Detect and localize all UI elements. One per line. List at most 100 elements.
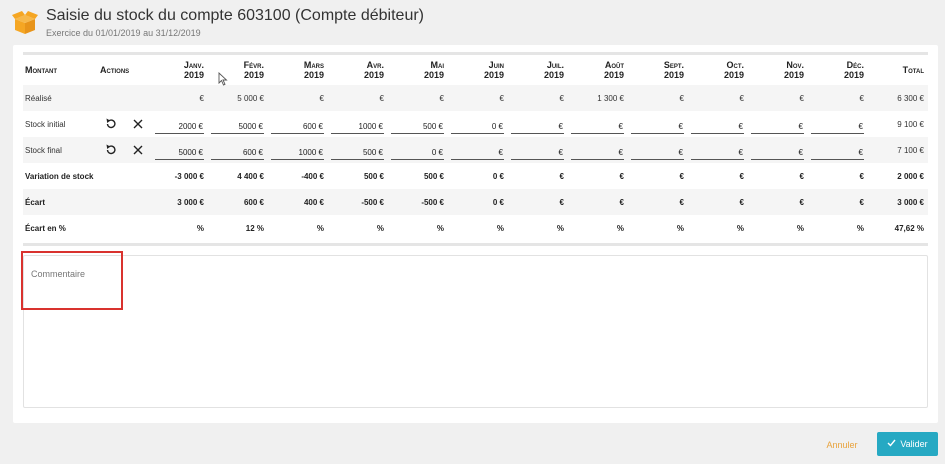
col-header-month: Avr. 2019 xyxy=(363,60,384,80)
stock-final-input[interactable] xyxy=(391,146,444,160)
validate-label: Valider xyxy=(900,439,928,449)
row-label: Variation de stock xyxy=(25,171,94,181)
value-cell: % xyxy=(856,223,864,233)
value-cell: 1 300 € xyxy=(568,85,628,111)
stock-initial-input[interactable] xyxy=(451,120,504,134)
input-cell xyxy=(268,137,328,163)
value-cell: 4 400 € xyxy=(237,171,264,181)
stock-initial-input[interactable] xyxy=(571,120,624,134)
stock-initial-input[interactable] xyxy=(155,120,204,134)
value-cell: € xyxy=(808,85,868,111)
col-header-month: Juin 2019 xyxy=(483,60,504,80)
value-cell: 600 € xyxy=(208,189,268,215)
stock-initial-input[interactable] xyxy=(631,120,684,134)
value-cell: € xyxy=(859,171,864,181)
value-cell: % xyxy=(796,223,804,233)
value-cell: % xyxy=(556,223,564,233)
input-cell xyxy=(152,137,208,163)
total-cell: 47,62 % xyxy=(894,223,924,233)
input-cell xyxy=(388,137,448,163)
stock-initial-input[interactable] xyxy=(691,120,744,134)
value-cell: % xyxy=(736,223,744,233)
stock-initial-input[interactable] xyxy=(391,120,444,134)
value-cell: € xyxy=(268,85,328,111)
total-cell: 3 000 € xyxy=(868,189,928,215)
stock-table: Montant Actions Janv. 2019 Févr. 2019 Mars… xyxy=(23,55,928,241)
row-realise: Réalisé € 5 000 € € € € € € 1 300 € € € … xyxy=(23,85,928,111)
value-cell: € xyxy=(559,171,564,181)
input-cell xyxy=(508,111,568,137)
actions-cell xyxy=(100,137,152,163)
highlight-frame xyxy=(21,251,123,310)
input-cell xyxy=(508,137,568,163)
row-variation: Variation de stock -3 000 € 4 400 € -400… xyxy=(23,163,928,189)
value-cell: € xyxy=(152,85,208,111)
col-header-month: Mai 2019 xyxy=(423,60,444,80)
row-ecart-pct: Écart en % % 12 % % % % % % % % % % % 47… xyxy=(23,215,928,241)
stock-final-input[interactable] xyxy=(811,146,864,160)
input-cell xyxy=(748,111,808,137)
input-cell xyxy=(688,111,748,137)
dialog-subtitle: Exercice du 01/01/2019 au 31/12/2019 xyxy=(46,28,201,38)
input-cell xyxy=(448,111,508,137)
stock-initial-input[interactable] xyxy=(811,120,864,134)
total-cell: 9 100 € xyxy=(897,119,924,129)
value-cell: 0 € xyxy=(448,189,508,215)
value-cell: 5 000 € xyxy=(208,85,268,111)
row-label: Écart xyxy=(23,189,100,215)
stock-initial-input[interactable] xyxy=(271,120,324,134)
col-header-actions: Actions xyxy=(100,65,130,75)
value-cell: € xyxy=(508,85,568,111)
value-cell: € xyxy=(748,85,808,111)
stock-final-input[interactable] xyxy=(451,146,504,160)
input-cell xyxy=(568,111,628,137)
total-cell: 7 100 € xyxy=(868,137,928,163)
table-header-row: Montant Actions Janv. 2019 Févr. 2019 Mars… xyxy=(23,55,928,85)
stock-final-input[interactable] xyxy=(211,146,264,160)
stock-final-input[interactable] xyxy=(331,146,384,160)
value-cell: € xyxy=(448,85,508,111)
input-cell xyxy=(388,111,448,137)
stock-initial-input[interactable] xyxy=(331,120,384,134)
undo-icon[interactable] xyxy=(104,143,118,157)
stock-final-input[interactable] xyxy=(155,146,204,160)
col-header-total: Total xyxy=(902,65,924,75)
actions-cell xyxy=(100,111,152,137)
stock-initial-input[interactable] xyxy=(211,120,264,134)
value-cell: % xyxy=(616,223,624,233)
col-header-month: Juil. 2019 xyxy=(543,60,564,80)
stock-table-wrapper: Montant Actions Janv. 2019 Févr. 2019 Mars… xyxy=(23,52,928,246)
value-cell: 400 € xyxy=(268,189,328,215)
validate-button[interactable]: Valider xyxy=(877,432,938,456)
value-cell: 500 € xyxy=(363,171,384,181)
value-cell: 0 € xyxy=(492,171,504,181)
stock-card: Montant Actions Janv. 2019 Févr. 2019 Mars… xyxy=(13,45,938,423)
value-cell: € xyxy=(799,171,804,181)
stock-final-input[interactable] xyxy=(271,146,324,160)
stock-final-input[interactable] xyxy=(691,146,744,160)
input-cell xyxy=(208,137,268,163)
stock-final-input[interactable] xyxy=(631,146,684,160)
cancel-button[interactable]: Annuler xyxy=(826,440,858,450)
stock-initial-input[interactable] xyxy=(751,120,804,134)
close-icon[interactable] xyxy=(131,143,145,157)
value-cell: € xyxy=(619,171,624,181)
value-cell: -400 € xyxy=(301,171,324,181)
row-label: Écart en % xyxy=(25,223,66,233)
comment-textarea[interactable]: Commentaire xyxy=(23,255,928,408)
stock-final-input[interactable] xyxy=(751,146,804,160)
value-cell: € xyxy=(688,85,748,111)
box-icon xyxy=(12,11,38,34)
dialog-header: Saisie du stock du compte 603100 (Compte… xyxy=(0,0,945,46)
input-cell xyxy=(208,111,268,137)
actions-cell xyxy=(100,163,152,189)
undo-icon[interactable] xyxy=(104,117,118,131)
stock-final-input[interactable] xyxy=(511,146,564,160)
value-cell: -500 € xyxy=(388,189,448,215)
col-header-month: Août 2019 xyxy=(603,60,624,80)
input-cell xyxy=(152,111,208,137)
stock-initial-input[interactable] xyxy=(511,120,564,134)
stock-final-input[interactable] xyxy=(571,146,624,160)
close-icon[interactable] xyxy=(131,117,145,131)
input-cell xyxy=(628,137,688,163)
